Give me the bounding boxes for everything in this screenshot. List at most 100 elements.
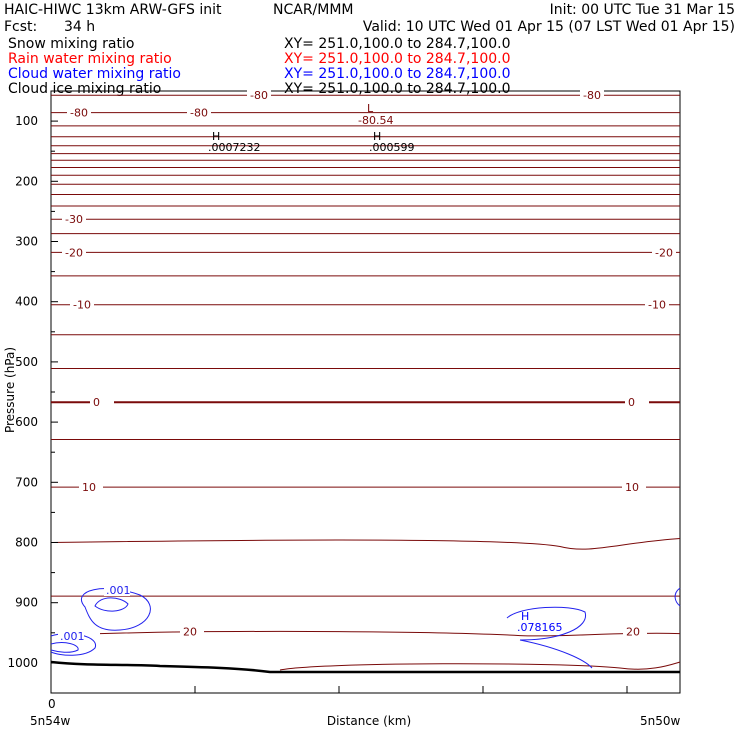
legend-name-rain: Rain water mixing ratio bbox=[8, 51, 172, 67]
y-tick-label: 200 bbox=[15, 174, 38, 188]
isotherm-line bbox=[50, 486, 681, 488]
isotherm-line bbox=[50, 193, 681, 196]
isotherm-line bbox=[50, 400, 681, 404]
y-tick-label: 1000 bbox=[7, 656, 38, 670]
y-tick-label: 700 bbox=[15, 475, 38, 489]
org-label: NCAR/MMM bbox=[273, 2, 354, 18]
isotherm-line bbox=[50, 595, 681, 597]
valid-time: Valid: 10 UTC Wed 01 Apr 15 (07 LST Wed … bbox=[363, 19, 735, 35]
contour-label-bg bbox=[623, 625, 647, 638]
high-value-1: .0007232 bbox=[208, 141, 261, 154]
isotherm-label: -20 bbox=[65, 246, 83, 259]
isotherm-label: 0 bbox=[93, 396, 100, 409]
isotherm-line bbox=[50, 135, 681, 138]
cloud-water-label: .001 bbox=[60, 630, 85, 643]
y-tick-label: 800 bbox=[15, 536, 38, 550]
isotherm-label: -80 bbox=[190, 107, 208, 120]
temperature-isotherms bbox=[50, 94, 681, 671]
plot-frame bbox=[50, 90, 681, 694]
legend-xy-cloud-water: XY= 251.0,100.0 to 284.7,100.0 bbox=[284, 66, 511, 82]
isotherm-line bbox=[50, 205, 681, 207]
isotherm-line bbox=[50, 144, 681, 147]
low-marker: L bbox=[367, 102, 374, 115]
contour-label-bg bbox=[247, 89, 271, 102]
high-marker-3: H bbox=[521, 610, 529, 623]
y-tick-label: 300 bbox=[15, 235, 38, 249]
contour-label-bg bbox=[187, 106, 211, 119]
isotherm-line bbox=[50, 438, 681, 441]
isotherm-label: -30 bbox=[65, 213, 83, 226]
isotherm-line bbox=[50, 334, 681, 336]
isotherm-label: -80 bbox=[70, 107, 88, 120]
x-axis: 0 5n54w Distance (km) 5n50w bbox=[30, 686, 681, 728]
cloud-water-label: .001 bbox=[106, 584, 131, 597]
contour-label-bg bbox=[62, 213, 86, 226]
high-value-3: .078165 bbox=[517, 621, 563, 634]
x-left-label: 5n54w bbox=[30, 714, 71, 728]
isotherm-line bbox=[50, 218, 681, 221]
y-tick-label: 400 bbox=[15, 295, 38, 309]
contour-label-bg bbox=[90, 396, 114, 409]
cloud-water-contour bbox=[519, 639, 593, 669]
isotherm-label: -80 bbox=[250, 89, 268, 102]
legend-xy-cloud-ice: XY= 251.0,100.0 to 284.7,100.0 bbox=[284, 81, 511, 97]
contour-label-bg bbox=[652, 246, 676, 259]
terrain-line bbox=[50, 660, 680, 674]
isotherm-line bbox=[50, 303, 681, 306]
isotherm-line bbox=[50, 111, 681, 114]
contour-labels: -80 -80 -80 -80 -30 -20 -20 -10 -10 0 0 10 10 20 20 .00… bbox=[58, 89, 676, 643]
contour-label-bg bbox=[625, 396, 649, 409]
contour-label-bg bbox=[180, 625, 204, 638]
isotherm-line bbox=[50, 183, 681, 186]
isotherm-line bbox=[50, 152, 681, 155]
contour-label-bg bbox=[79, 481, 103, 494]
cloud-water-contour bbox=[50, 642, 79, 653]
cloud-water-contour bbox=[674, 587, 681, 607]
contour-label-bg bbox=[580, 89, 604, 102]
chart-title: HAIC-HIWC 13km ARW-GFS init bbox=[4, 2, 222, 18]
x-zero-label: 0 bbox=[48, 697, 56, 711]
isotherm-label: -20 bbox=[655, 246, 673, 259]
isotherm-line bbox=[50, 232, 681, 235]
contour-label-bg bbox=[67, 106, 91, 119]
contour-label-bg bbox=[104, 585, 130, 596]
cloud-water-contour bbox=[81, 588, 151, 631]
isotherm-line bbox=[99, 630, 681, 637]
fcst-label: Fcst: bbox=[4, 19, 37, 35]
isotherm-label: 0 bbox=[628, 396, 635, 409]
isotherm-label: 10 bbox=[82, 481, 96, 494]
contour-label-bg bbox=[62, 246, 86, 259]
legend-xy-rain: XY= 251.0,100.0 to 284.7,100.0 bbox=[284, 51, 511, 67]
isotherm-line bbox=[50, 275, 681, 277]
isotherm-label: -10 bbox=[648, 299, 666, 312]
contour-label-bg bbox=[645, 298, 669, 311]
x-axis-title: Distance (km) bbox=[327, 714, 411, 728]
isotherm-line bbox=[50, 174, 681, 177]
isotherm-line bbox=[50, 125, 681, 127]
low-value: -80.54 bbox=[358, 114, 393, 127]
contour-label-bg bbox=[70, 298, 94, 311]
legend-name-cloud-water: Cloud water mixing ratio bbox=[8, 66, 181, 82]
contour-label-bg bbox=[622, 481, 646, 494]
isotherm-line bbox=[50, 367, 681, 370]
isotherm-label: 10 bbox=[625, 481, 639, 494]
y-tick-label: 900 bbox=[15, 596, 38, 610]
y-tick-label: 100 bbox=[15, 114, 38, 128]
cloud-water-contour bbox=[506, 606, 586, 641]
y-tick-label: 500 bbox=[15, 355, 38, 369]
isotherm-label: -10 bbox=[73, 299, 91, 312]
isotherm-line bbox=[50, 94, 681, 97]
fcst-value: 34 h bbox=[64, 19, 95, 35]
isotherm-label: -80 bbox=[583, 89, 601, 102]
isotherm-label: 20 bbox=[183, 626, 197, 639]
isotherm-line bbox=[50, 159, 681, 162]
init-time: Init: 00 UTC Tue 31 Mar 15 bbox=[550, 2, 735, 18]
cloud-water-contours bbox=[50, 587, 681, 669]
x-right-label: 5n50w bbox=[640, 714, 681, 728]
legend-xy-snow: XY= 251.0,100.0 to 284.7,100.0 bbox=[284, 36, 511, 52]
high-marker-1: H bbox=[212, 130, 220, 143]
isotherm-line bbox=[50, 166, 681, 169]
y-axis: 100 200 300 400 500 600 700 800 900 1000 bbox=[7, 114, 58, 670]
contour-label-bg bbox=[58, 631, 84, 642]
